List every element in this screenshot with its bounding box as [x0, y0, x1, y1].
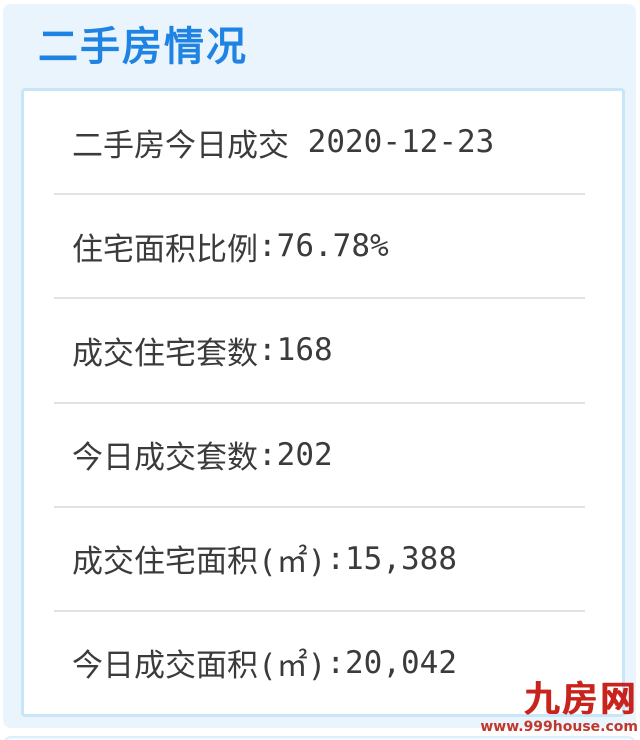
stat-row-residential-units-sold: 成交住宅套数:168 [24, 299, 622, 401]
stat-separator: : [258, 436, 277, 473]
stat-row-residential-area-ratio: 住宅面积比例:76.78% [24, 195, 622, 297]
stat-row-total-units-today: 今日成交套数:202 [24, 404, 622, 506]
stat-label: 成交住宅面积(㎡) [72, 544, 327, 581]
site-watermark: 九房网 www.999house.com [480, 680, 638, 735]
stat-separator [289, 124, 308, 160]
housing-stats-panel: 二手房情况 二手房今日成交 2020-12-23 住宅面积比例:76.78% 成… [3, 4, 636, 728]
row-divider [54, 297, 585, 300]
stat-value: 168 [276, 332, 333, 369]
row-divider [54, 609, 585, 612]
stat-value: 15,388 [345, 540, 457, 577]
next-section-top-edge [3, 736, 636, 740]
stat-row-total-area-today: 今日成交面积(㎡):20,042 [24, 612, 622, 714]
row-divider [54, 193, 585, 196]
stat-row-today-deal-date: 二手房今日成交 2020-12-23 [24, 91, 622, 193]
row-divider [54, 401, 585, 404]
stat-separator: : [258, 228, 277, 265]
stat-label: 成交住宅套数 [72, 335, 258, 372]
row-divider [54, 505, 585, 508]
site-logo: 九房网 [523, 680, 638, 720]
stat-separator: : [326, 644, 345, 681]
page-title: 二手房情况 [38, 24, 248, 70]
stat-label: 今日成交套数 [72, 440, 258, 477]
stat-value: 2020-12-23 [307, 124, 495, 161]
stat-value: 76.78% [276, 228, 389, 265]
stat-label: 今日成交面积(㎡) [72, 648, 327, 685]
stats-card: 二手房今日成交 2020-12-23 住宅面积比例:76.78% 成交住宅套数:… [21, 88, 625, 717]
stat-separator: : [258, 332, 277, 369]
stat-label: 二手房今日成交 [72, 127, 289, 164]
stat-label: 住宅面积比例 [72, 231, 258, 268]
stat-separator: : [326, 540, 345, 577]
stat-value: 20,042 [345, 644, 457, 681]
site-url: www.999house.com [480, 719, 638, 735]
stat-value: 202 [276, 436, 333, 473]
stat-row-residential-area-sold: 成交住宅面积(㎡):15,388 [24, 508, 622, 610]
